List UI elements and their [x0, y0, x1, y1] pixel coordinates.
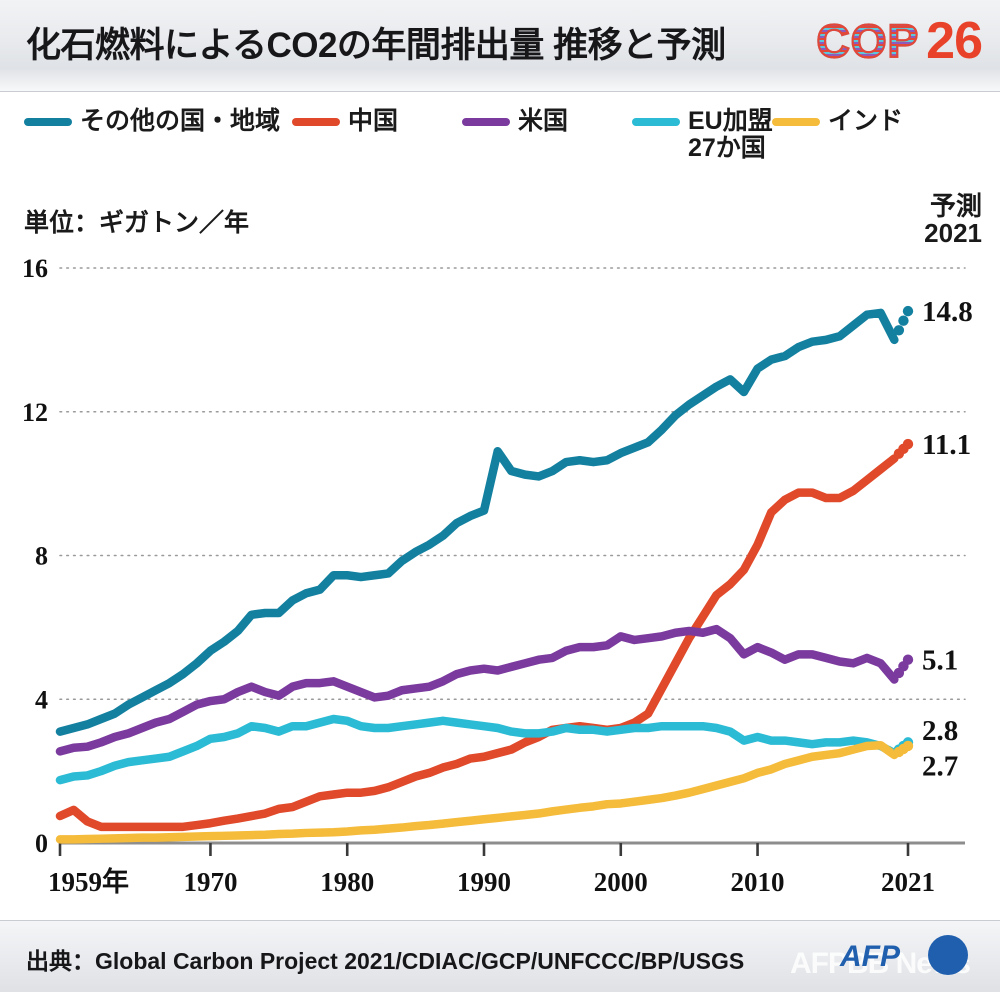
y-tick-label: 0: [35, 829, 48, 858]
chart-end-labels: 14.8 11.1 5.1 2.8 2.7: [922, 296, 973, 783]
series-line: [55, 308, 899, 736]
svg-text:AFP: AFP: [839, 940, 901, 973]
y-tick-label: 8: [35, 542, 48, 571]
legend-swatch-other: [24, 118, 72, 126]
legend-item-eu[interactable]: EU加盟 27か国: [632, 108, 773, 162]
forecast-dot: [902, 305, 914, 317]
x-tick-label: 2000: [594, 867, 648, 897]
x-tick-label: 1980: [320, 867, 374, 897]
series-end-value: 2.7: [922, 751, 958, 783]
chart-series-lines: [55, 308, 899, 844]
header-bar: 化石燃料によるCO2の年間排出量 推移と予測 COP 26: [0, 0, 1000, 92]
cop-logo-number: 26: [926, 12, 983, 70]
chart-axis: [58, 841, 965, 856]
page-title: 化石燃料によるCO2の年間排出量 推移と予測: [26, 26, 726, 65]
legend-label-usa: 米国: [518, 107, 569, 135]
forecast-dot: [902, 438, 914, 450]
series-end-value: 5.1: [922, 645, 958, 677]
line-chart-svg: 0 4 8 12 16 1959年 1970 1980 1990 2000 2010 2021 14…: [22, 254, 973, 897]
forecast-label-line1: 予測: [929, 191, 982, 221]
y-tick-label: 12: [22, 398, 48, 427]
afp-logo: AFP: [839, 935, 968, 975]
source-text: 出典：Global Carbon Project 2021/CDIAC/GCP/…: [26, 948, 745, 974]
legend-label-india: インド: [828, 107, 904, 135]
chart-plot-area: 単位：ギガトン／年 予測 2021 0 4 8 12 16 1959年 1970 1980 1…: [0, 185, 1000, 910]
series-line: [55, 714, 899, 785]
x-tick-label: 1959年: [48, 866, 129, 897]
forecast-dot: [902, 740, 914, 752]
legend-item-usa[interactable]: 米国: [462, 108, 568, 135]
legend-label-eu: EU加盟 27か国: [688, 107, 773, 162]
series-end-value: 2.8: [922, 715, 958, 747]
footer-bar: 出典：Global Carbon Project 2021/CDIAC/GCP/…: [0, 920, 1000, 992]
forecast-label-line2: 2021: [924, 218, 982, 249]
chart-y-ticks: 0 4 8 12 16: [22, 254, 48, 858]
cop-logo-word: COP: [815, 14, 920, 68]
unit-label: 単位：ギガトン／年: [24, 209, 250, 237]
x-tick-label: 2010: [731, 867, 785, 897]
forecast-dot: [893, 325, 905, 336]
forecast-dot: [902, 654, 914, 665]
x-tick-label: 1970: [183, 867, 237, 897]
chart-legend: その他の国・地域 中国 米国 EU加盟 27か国 インド: [0, 100, 1000, 178]
cop26-logo: COP 26: [815, 12, 983, 70]
legend-swatch-india: [772, 118, 820, 126]
chart-gridlines: [59, 267, 966, 701]
legend-swatch-usa: [462, 118, 510, 126]
y-tick-label: 16: [22, 254, 48, 283]
series-end-value: 14.8: [922, 296, 973, 328]
series-line: [55, 454, 899, 832]
chart-x-ticks: 1959年 1970 1980 1990 2000 2010 2021: [48, 866, 935, 897]
chart-forecast-dots: [893, 305, 914, 758]
series-line: [55, 624, 899, 756]
series-line: [55, 741, 899, 844]
legend-item-other[interactable]: その他の国・地域: [24, 108, 280, 135]
legend-label-other: その他の国・地域: [80, 107, 281, 135]
x-tick-label: 1990: [457, 867, 511, 897]
x-tick-label: 2021: [881, 867, 935, 897]
forecast-label: 予測 2021: [924, 191, 982, 249]
y-tick-label: 4: [35, 685, 48, 714]
legend-swatch-eu: [632, 118, 680, 126]
legend-swatch-china: [292, 118, 340, 126]
legend-label-china: 中国: [348, 107, 399, 135]
legend-item-china[interactable]: 中国: [292, 108, 398, 135]
series-end-value: 11.1: [922, 429, 971, 461]
forecast-dot: [898, 315, 909, 326]
legend-item-india[interactable]: インド: [772, 108, 903, 135]
